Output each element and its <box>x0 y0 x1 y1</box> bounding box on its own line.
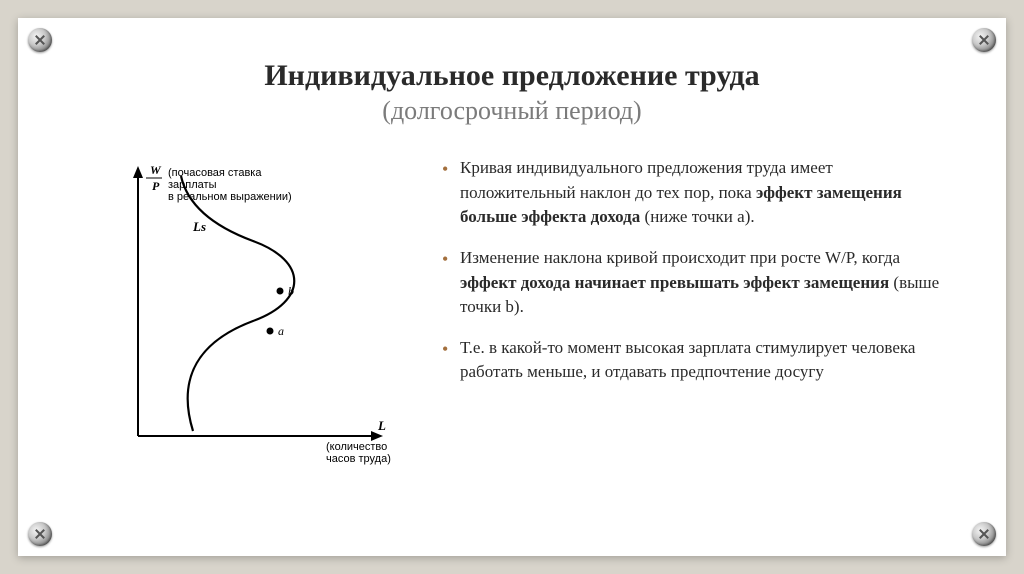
svg-text:(количество: (количество <box>326 441 387 453</box>
screw-icon <box>972 28 996 52</box>
svg-text:L: L <box>377 418 386 433</box>
svg-text:часов труда): часов труда) <box>326 453 391 465</box>
svg-text:P: P <box>152 179 160 193</box>
screw-icon <box>28 522 52 546</box>
svg-text:b: b <box>288 284 294 298</box>
bullet-item: Изменение наклона кривой происходит при … <box>438 246 946 320</box>
bullet-text: Т.е. в какой-то момент высокая зарплата … <box>460 338 915 382</box>
svg-text:зарплаты: зарплаты <box>168 179 217 191</box>
bullet-text: Изменение наклона кривой происходит при … <box>460 248 900 267</box>
labor-supply-chart: WP(почасовая ставказарплатыв реальном вы… <box>78 156 408 476</box>
svg-text:a: a <box>278 324 284 338</box>
chart-column: WP(почасовая ставказарплатыв реальном вы… <box>78 156 408 476</box>
slide-frame: Индивидуальное предложение труда (долгос… <box>18 18 1006 556</box>
bullet-item: Т.е. в какой-то момент высокая зарплата … <box>438 336 946 385</box>
screw-icon <box>28 28 52 52</box>
slide-title: Индивидуальное предложение труда <box>78 58 946 94</box>
content-row: WP(почасовая ставказарплатыв реальном вы… <box>78 156 946 476</box>
bullet-list: Кривая индивидуального предложения труда… <box>438 156 946 385</box>
text-column: Кривая индивидуального предложения труда… <box>438 156 946 401</box>
bullet-text: (ниже точки a). <box>640 207 754 226</box>
bullet-bold: эффект дохода начинает превышать эффект … <box>460 273 889 292</box>
svg-text:Ls: Ls <box>192 219 206 234</box>
screw-icon <box>972 522 996 546</box>
slide-subtitle: (долгосрочный период) <box>78 96 946 126</box>
title-block: Индивидуальное предложение труда (долгос… <box>78 58 946 126</box>
svg-text:W: W <box>150 163 162 177</box>
bullet-item: Кривая индивидуального предложения труда… <box>438 156 946 230</box>
